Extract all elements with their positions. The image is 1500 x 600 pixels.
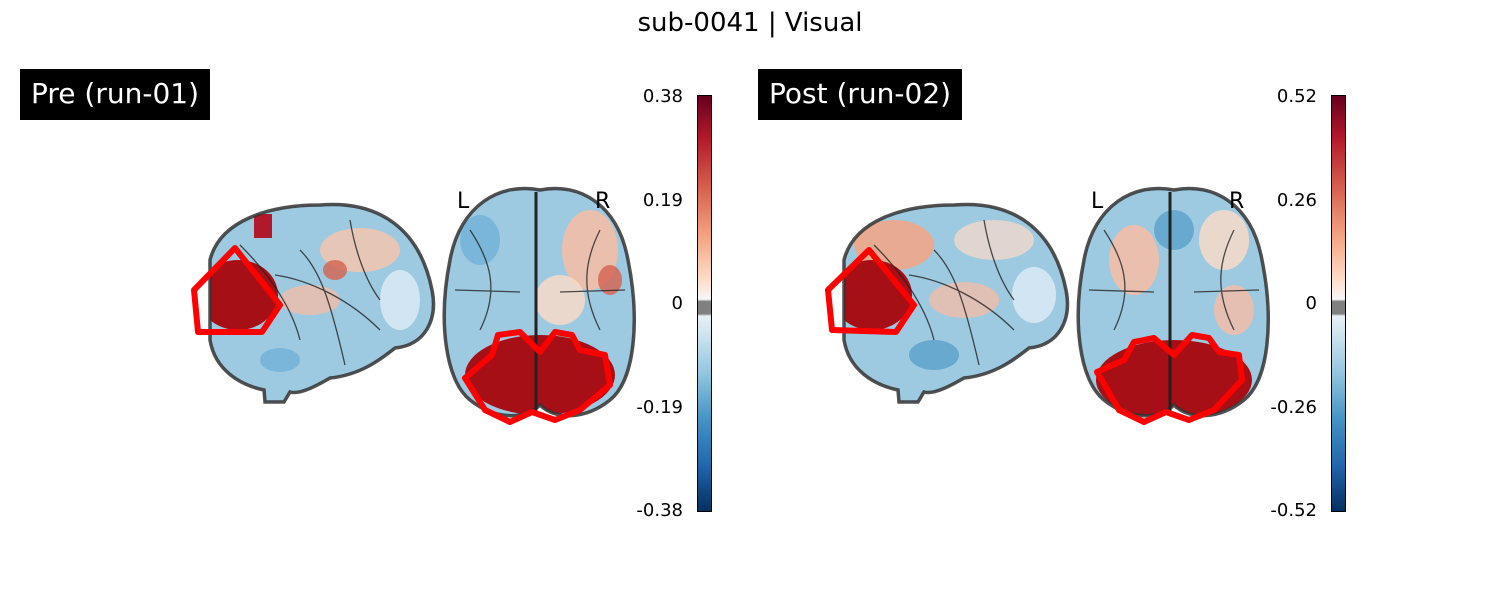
colorbar-tick: 0.19 <box>642 190 683 211</box>
roi-outline-axial <box>462 329 613 425</box>
colorbar <box>697 95 712 512</box>
panel-label: Pre (run-01) <box>20 69 210 120</box>
panel-label: Post (run-02) <box>758 69 963 120</box>
colorbar-tick: -0.52 <box>1270 500 1317 521</box>
panel-post: Post (run-02) <box>634 0 1384 600</box>
roi-outline-sagittal <box>191 245 283 335</box>
left-marker: L <box>1091 189 1104 214</box>
right-marker: R <box>1229 189 1245 214</box>
axial-view <box>444 188 635 416</box>
colorbar <box>1331 95 1346 512</box>
colorbar-tick: 0 <box>671 293 683 314</box>
roi-outline-axial <box>1094 332 1245 425</box>
panel-pre: Pre (run-01) <box>20 69 712 521</box>
glass-brain-views <box>825 186 1270 425</box>
colorbar-tick: -0.26 <box>1270 397 1317 418</box>
colorbar-tick: -0.19 <box>636 397 683 418</box>
left-marker: L <box>457 189 470 214</box>
roi-outline-sagittal <box>825 247 917 335</box>
glass-brain-views <box>191 186 636 425</box>
colorbar-tick: 0.38 <box>642 86 683 107</box>
sagittal-view <box>210 204 434 402</box>
right-marker: R <box>595 189 611 214</box>
colorbar-tick: 0.26 <box>1276 190 1317 211</box>
figure-title: sub-0041 | Visual <box>637 8 863 38</box>
colorbar-tick: 0 <box>1305 293 1317 314</box>
axial-view <box>1078 188 1269 416</box>
colorbar-tick: 0.52 <box>1276 86 1317 107</box>
colorbar-tick: -0.38 <box>636 500 683 521</box>
